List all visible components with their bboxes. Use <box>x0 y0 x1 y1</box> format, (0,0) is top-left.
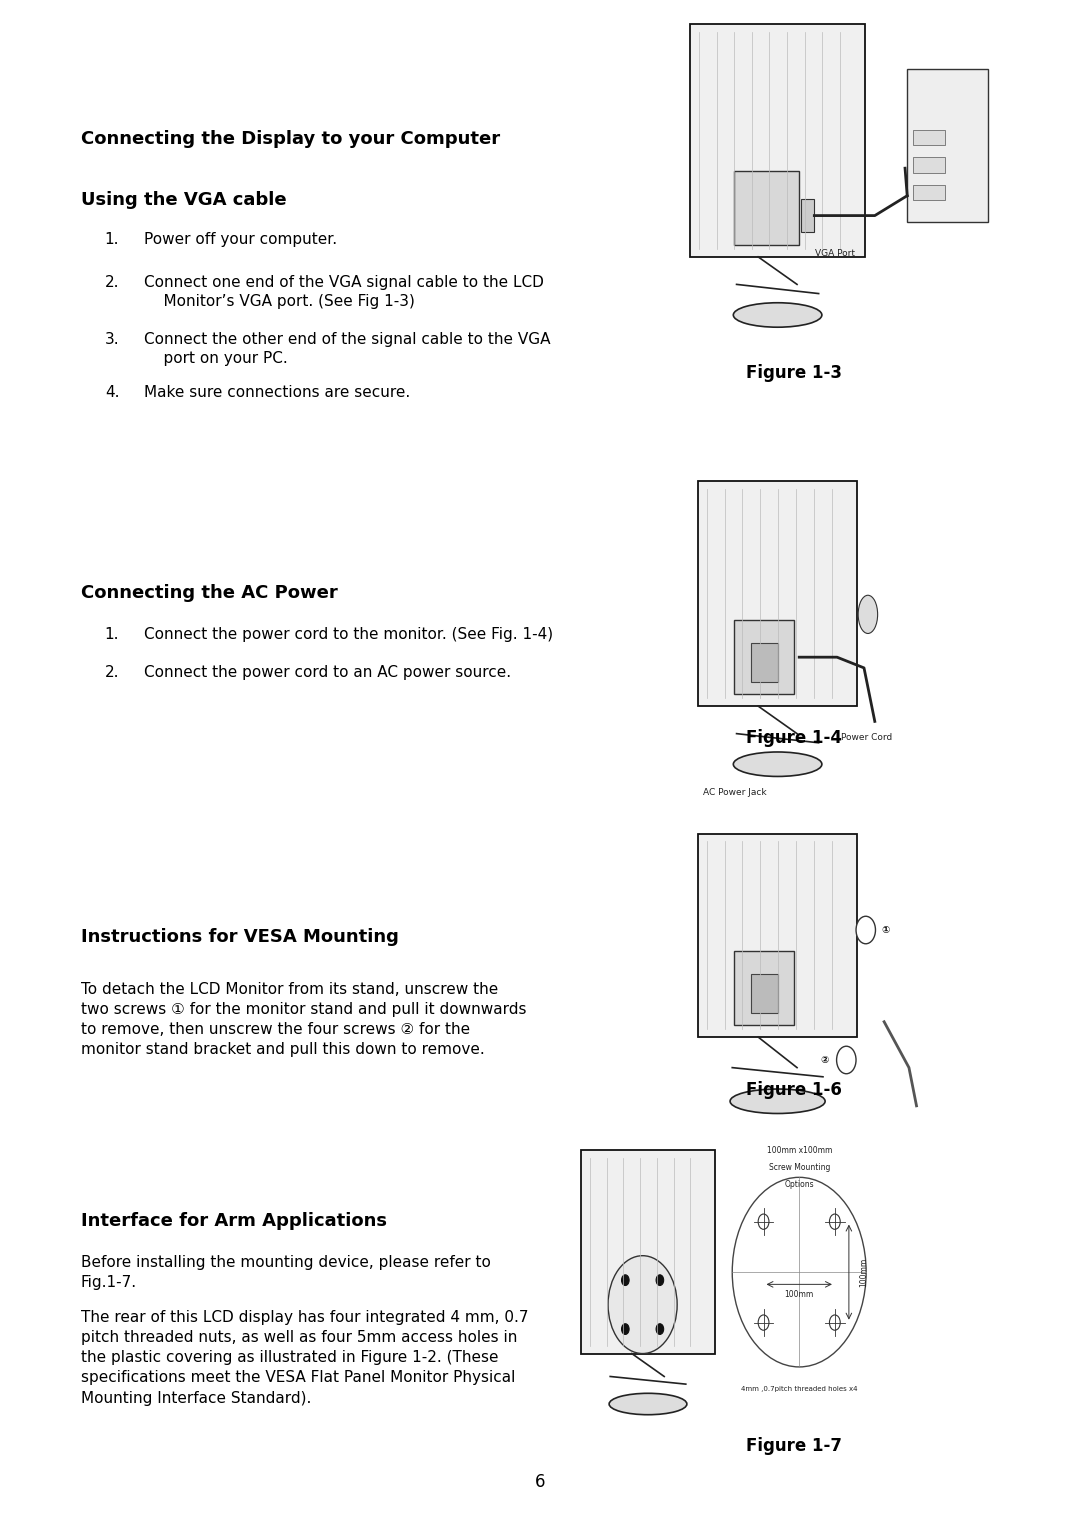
FancyBboxPatch shape <box>734 621 794 694</box>
Ellipse shape <box>859 595 878 633</box>
FancyBboxPatch shape <box>751 974 778 1012</box>
Circle shape <box>622 1324 629 1335</box>
Text: Options: Options <box>784 1179 814 1188</box>
Text: Figure 1-7: Figure 1-7 <box>746 1437 841 1456</box>
Text: Connect one end of the VGA signal cable to the LCD
    Monitor’s VGA port. (See : Connect one end of the VGA signal cable … <box>144 275 543 309</box>
Circle shape <box>856 916 876 943</box>
Ellipse shape <box>609 1393 687 1414</box>
Text: Interface for Arm Applications: Interface for Arm Applications <box>81 1212 387 1231</box>
Text: 6: 6 <box>535 1472 545 1491</box>
Circle shape <box>656 1324 663 1335</box>
Circle shape <box>758 1214 769 1229</box>
Text: Connect the other end of the signal cable to the VGA
    port on your PC.: Connect the other end of the signal cabl… <box>144 332 550 365</box>
Text: Instructions for VESA Mounting: Instructions for VESA Mounting <box>81 928 399 946</box>
Text: 4.: 4. <box>105 385 119 401</box>
Text: Figure 1-4: Figure 1-4 <box>746 729 841 748</box>
Text: The rear of this LCD display has four integrated 4 mm, 0.7
pitch threaded nuts, : The rear of this LCD display has four in… <box>81 1310 528 1405</box>
Text: 100mm: 100mm <box>784 1289 814 1298</box>
Circle shape <box>608 1255 677 1353</box>
Text: VGA Port: VGA Port <box>815 249 855 258</box>
Text: 2.: 2. <box>105 665 119 680</box>
Text: 3.: 3. <box>105 332 120 347</box>
Circle shape <box>622 1275 629 1286</box>
Text: 100mm x100mm: 100mm x100mm <box>767 1145 832 1154</box>
Text: Connecting the Display to your Computer: Connecting the Display to your Computer <box>81 130 500 148</box>
FancyBboxPatch shape <box>751 644 778 682</box>
FancyBboxPatch shape <box>698 482 858 706</box>
Text: 1.: 1. <box>105 627 119 642</box>
FancyBboxPatch shape <box>913 130 945 145</box>
FancyBboxPatch shape <box>913 157 945 173</box>
Circle shape <box>837 1046 856 1073</box>
FancyBboxPatch shape <box>734 951 794 1024</box>
Circle shape <box>732 1177 866 1367</box>
Circle shape <box>829 1315 840 1330</box>
Text: Before installing the mounting device, please refer to
Fig.1-7.: Before installing the mounting device, p… <box>81 1255 491 1290</box>
FancyBboxPatch shape <box>690 24 865 257</box>
Text: AC Power Jack: AC Power Jack <box>703 787 766 797</box>
Text: Make sure connections are secure.: Make sure connections are secure. <box>144 385 410 401</box>
Text: 2.: 2. <box>105 275 119 291</box>
Text: Power off your computer.: Power off your computer. <box>144 232 337 248</box>
Text: To detach the LCD Monitor from its stand, unscrew the
two screws ① for the monit: To detach the LCD Monitor from its stand… <box>81 982 527 1057</box>
Ellipse shape <box>733 303 822 327</box>
Text: Figure 1-6: Figure 1-6 <box>746 1081 841 1099</box>
Text: ①: ① <box>881 925 889 936</box>
FancyBboxPatch shape <box>698 833 858 1037</box>
Text: Screw Mounting: Screw Mounting <box>769 1162 829 1171</box>
Text: 4mm ,0.7pitch threaded holes x4: 4mm ,0.7pitch threaded holes x4 <box>741 1387 858 1393</box>
Text: Connecting the AC Power: Connecting the AC Power <box>81 584 338 602</box>
Circle shape <box>829 1214 840 1229</box>
Ellipse shape <box>733 752 822 777</box>
Text: Figure 1-3: Figure 1-3 <box>746 364 841 382</box>
Circle shape <box>656 1275 663 1286</box>
FancyBboxPatch shape <box>913 185 945 200</box>
Ellipse shape <box>730 1089 825 1113</box>
Circle shape <box>758 1315 769 1330</box>
Text: 1.: 1. <box>105 232 119 248</box>
FancyBboxPatch shape <box>734 171 799 245</box>
Text: Power Cord: Power Cord <box>840 732 892 742</box>
FancyBboxPatch shape <box>907 69 988 222</box>
FancyBboxPatch shape <box>581 1150 715 1353</box>
Text: Connect the power cord to the monitor. (See Fig. 1-4): Connect the power cord to the monitor. (… <box>144 627 553 642</box>
FancyBboxPatch shape <box>801 199 814 232</box>
Text: Connect the power cord to an AC power source.: Connect the power cord to an AC power so… <box>144 665 511 680</box>
Text: Using the VGA cable: Using the VGA cable <box>81 191 286 209</box>
Text: ②: ② <box>821 1055 829 1066</box>
Text: 100mm: 100mm <box>860 1257 868 1287</box>
